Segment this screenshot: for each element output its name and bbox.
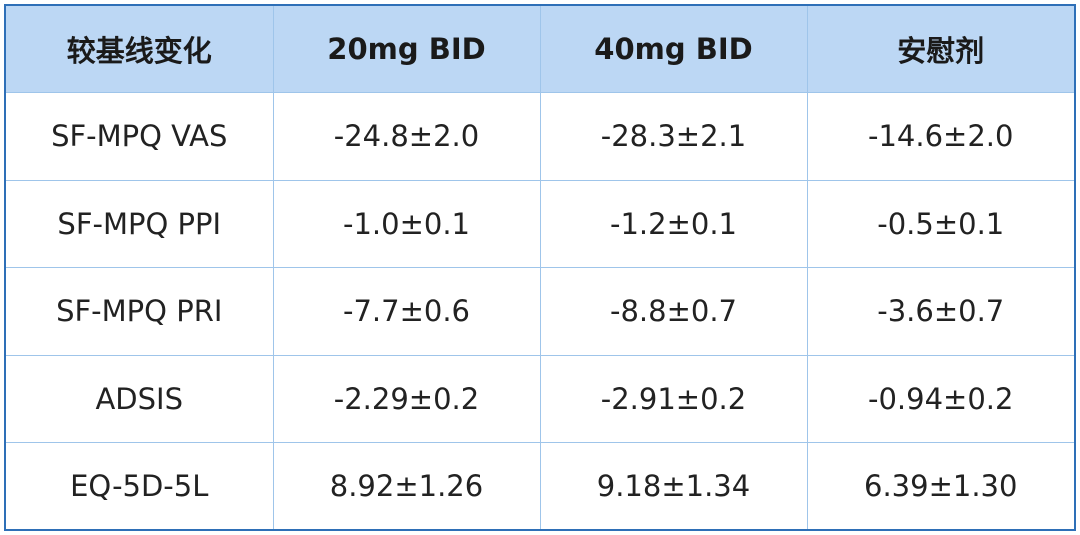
table-row: SF-MPQ PRI -7.7±0.6 -8.8±0.7 -3.6±0.7 [6,267,1074,356]
table-row: ADSIS -2.29±0.2 -2.91±0.2 -0.94±0.2 [6,354,1074,444]
table-cell: -8.8±0.7 [539,267,808,356]
header-cell: 40mg BID [539,6,808,93]
table-cell: 9.18±1.34 [539,442,808,529]
table-frame: 较基线变化 20mg BID 40mg BID 安慰剂 SF-MPQ VAS -24.8±… [4,4,1076,531]
table-cell: -3.6±0.7 [806,267,1074,356]
table-cell: -2.29±0.2 [272,354,541,444]
table-cell: -24.8±2.0 [272,92,541,181]
table-cell: -7.7±0.6 [272,267,541,356]
table-cell: 8.92±1.26 [272,442,541,529]
row-label: SF-MPQ PPI [6,179,274,269]
row-label: SF-MPQ VAS [6,92,274,181]
table-cell: -2.91±0.2 [539,354,808,444]
table-cell: -1.0±0.1 [272,179,541,269]
table-cell: 6.39±1.30 [806,442,1074,529]
row-label: SF-MPQ PRI [6,267,274,356]
table-row: SF-MPQ VAS -24.8±2.0 -28.3±2.1 -14.6±2.0 [6,92,1074,181]
table-cell: -14.6±2.0 [806,92,1074,181]
table-row: SF-MPQ PPI -1.0±0.1 -1.2±0.1 -0.5±0.1 [6,179,1074,269]
table-cell: -0.5±0.1 [806,179,1074,269]
header-cell: 安慰剂 [806,6,1074,93]
table-cell: -0.94±0.2 [806,354,1074,444]
table-cell: -28.3±2.1 [539,92,808,181]
header-row: 较基线变化 20mg BID 40mg BID 安慰剂 [6,6,1074,93]
header-cell: 20mg BID [272,6,541,93]
header-cell: 较基线变化 [6,6,274,93]
table-cell: -1.2±0.1 [539,179,808,269]
row-label: ADSIS [6,354,274,444]
table-row: EQ-5D-5L 8.92±1.26 9.18±1.34 6.39±1.30 [6,442,1074,529]
row-label: EQ-5D-5L [6,442,274,529]
table: 较基线变化 20mg BID 40mg BID 安慰剂 SF-MPQ VAS -24.8±… [6,6,1074,529]
